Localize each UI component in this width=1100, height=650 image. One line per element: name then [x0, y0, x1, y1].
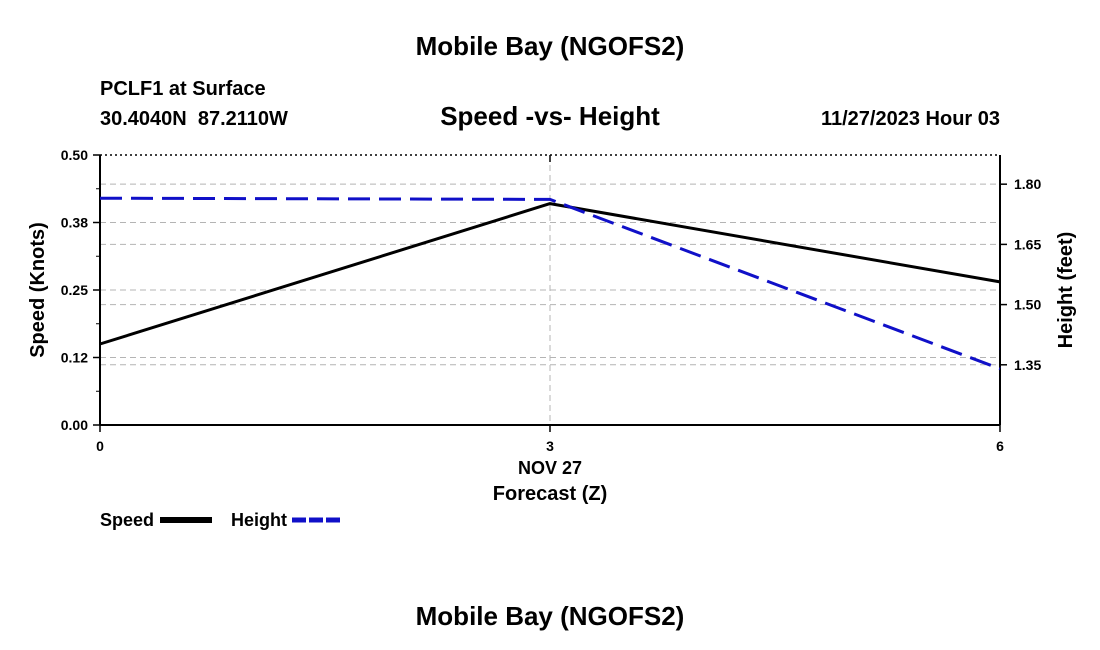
chart-datetime: 11/27/2023 Hour 03 [821, 108, 1000, 130]
axis-layer [93, 154, 1007, 432]
y-right-tick-label-2: 1.65 [1014, 236, 1041, 252]
x-tick-label-2: 6 [996, 438, 1004, 454]
x-axis-label: Forecast (Z) [493, 483, 607, 505]
series-line-speed [99, 202, 1001, 346]
legend-label-height: Height [231, 510, 287, 530]
tick-label-layer: 0.00 0.12 0.25 0.38 0.50 1.35 1.50 1.65 1.80 0 3 6 [61, 147, 1042, 454]
y-right-tick-label-1: 1.50 [1014, 297, 1041, 313]
chart-title: Speed -vs- Height [440, 101, 660, 131]
y-axis-left-label: Speed (Knots) [27, 222, 49, 358]
station-name: PCLF1 at Surface [100, 78, 266, 100]
y-right-tick-label-3: 1.80 [1014, 176, 1041, 192]
y-left-tick-label-3: 0.38 [61, 215, 88, 231]
page-title-top: Mobile Bay (NGOFS2) [416, 31, 685, 61]
y-axis-right-label: Height (feet) [1055, 232, 1077, 349]
x-date-label: NOV 27 [518, 458, 582, 478]
x-tick-label-1: 3 [546, 438, 554, 454]
y-left-tick-label-2: 0.25 [61, 282, 88, 298]
y-left-tick-label-0: 0.00 [61, 417, 88, 433]
series-line-height [99, 196, 1001, 371]
y-left-tick-label-4: 0.50 [61, 147, 88, 163]
x-tick-label-0: 0 [96, 438, 104, 454]
y-left-tick-label-1: 0.12 [61, 350, 88, 366]
legend-label-speed: Speed [100, 510, 154, 530]
station-coords: 30.4040N 87.2110W [100, 108, 288, 130]
y-right-tick-label-0: 1.35 [1014, 357, 1041, 373]
series-layer [99, 196, 1001, 371]
legend: Speed Height [100, 510, 343, 530]
grid-layer [100, 155, 1000, 425]
page-title-bottom: Mobile Bay (NGOFS2) [416, 601, 685, 631]
